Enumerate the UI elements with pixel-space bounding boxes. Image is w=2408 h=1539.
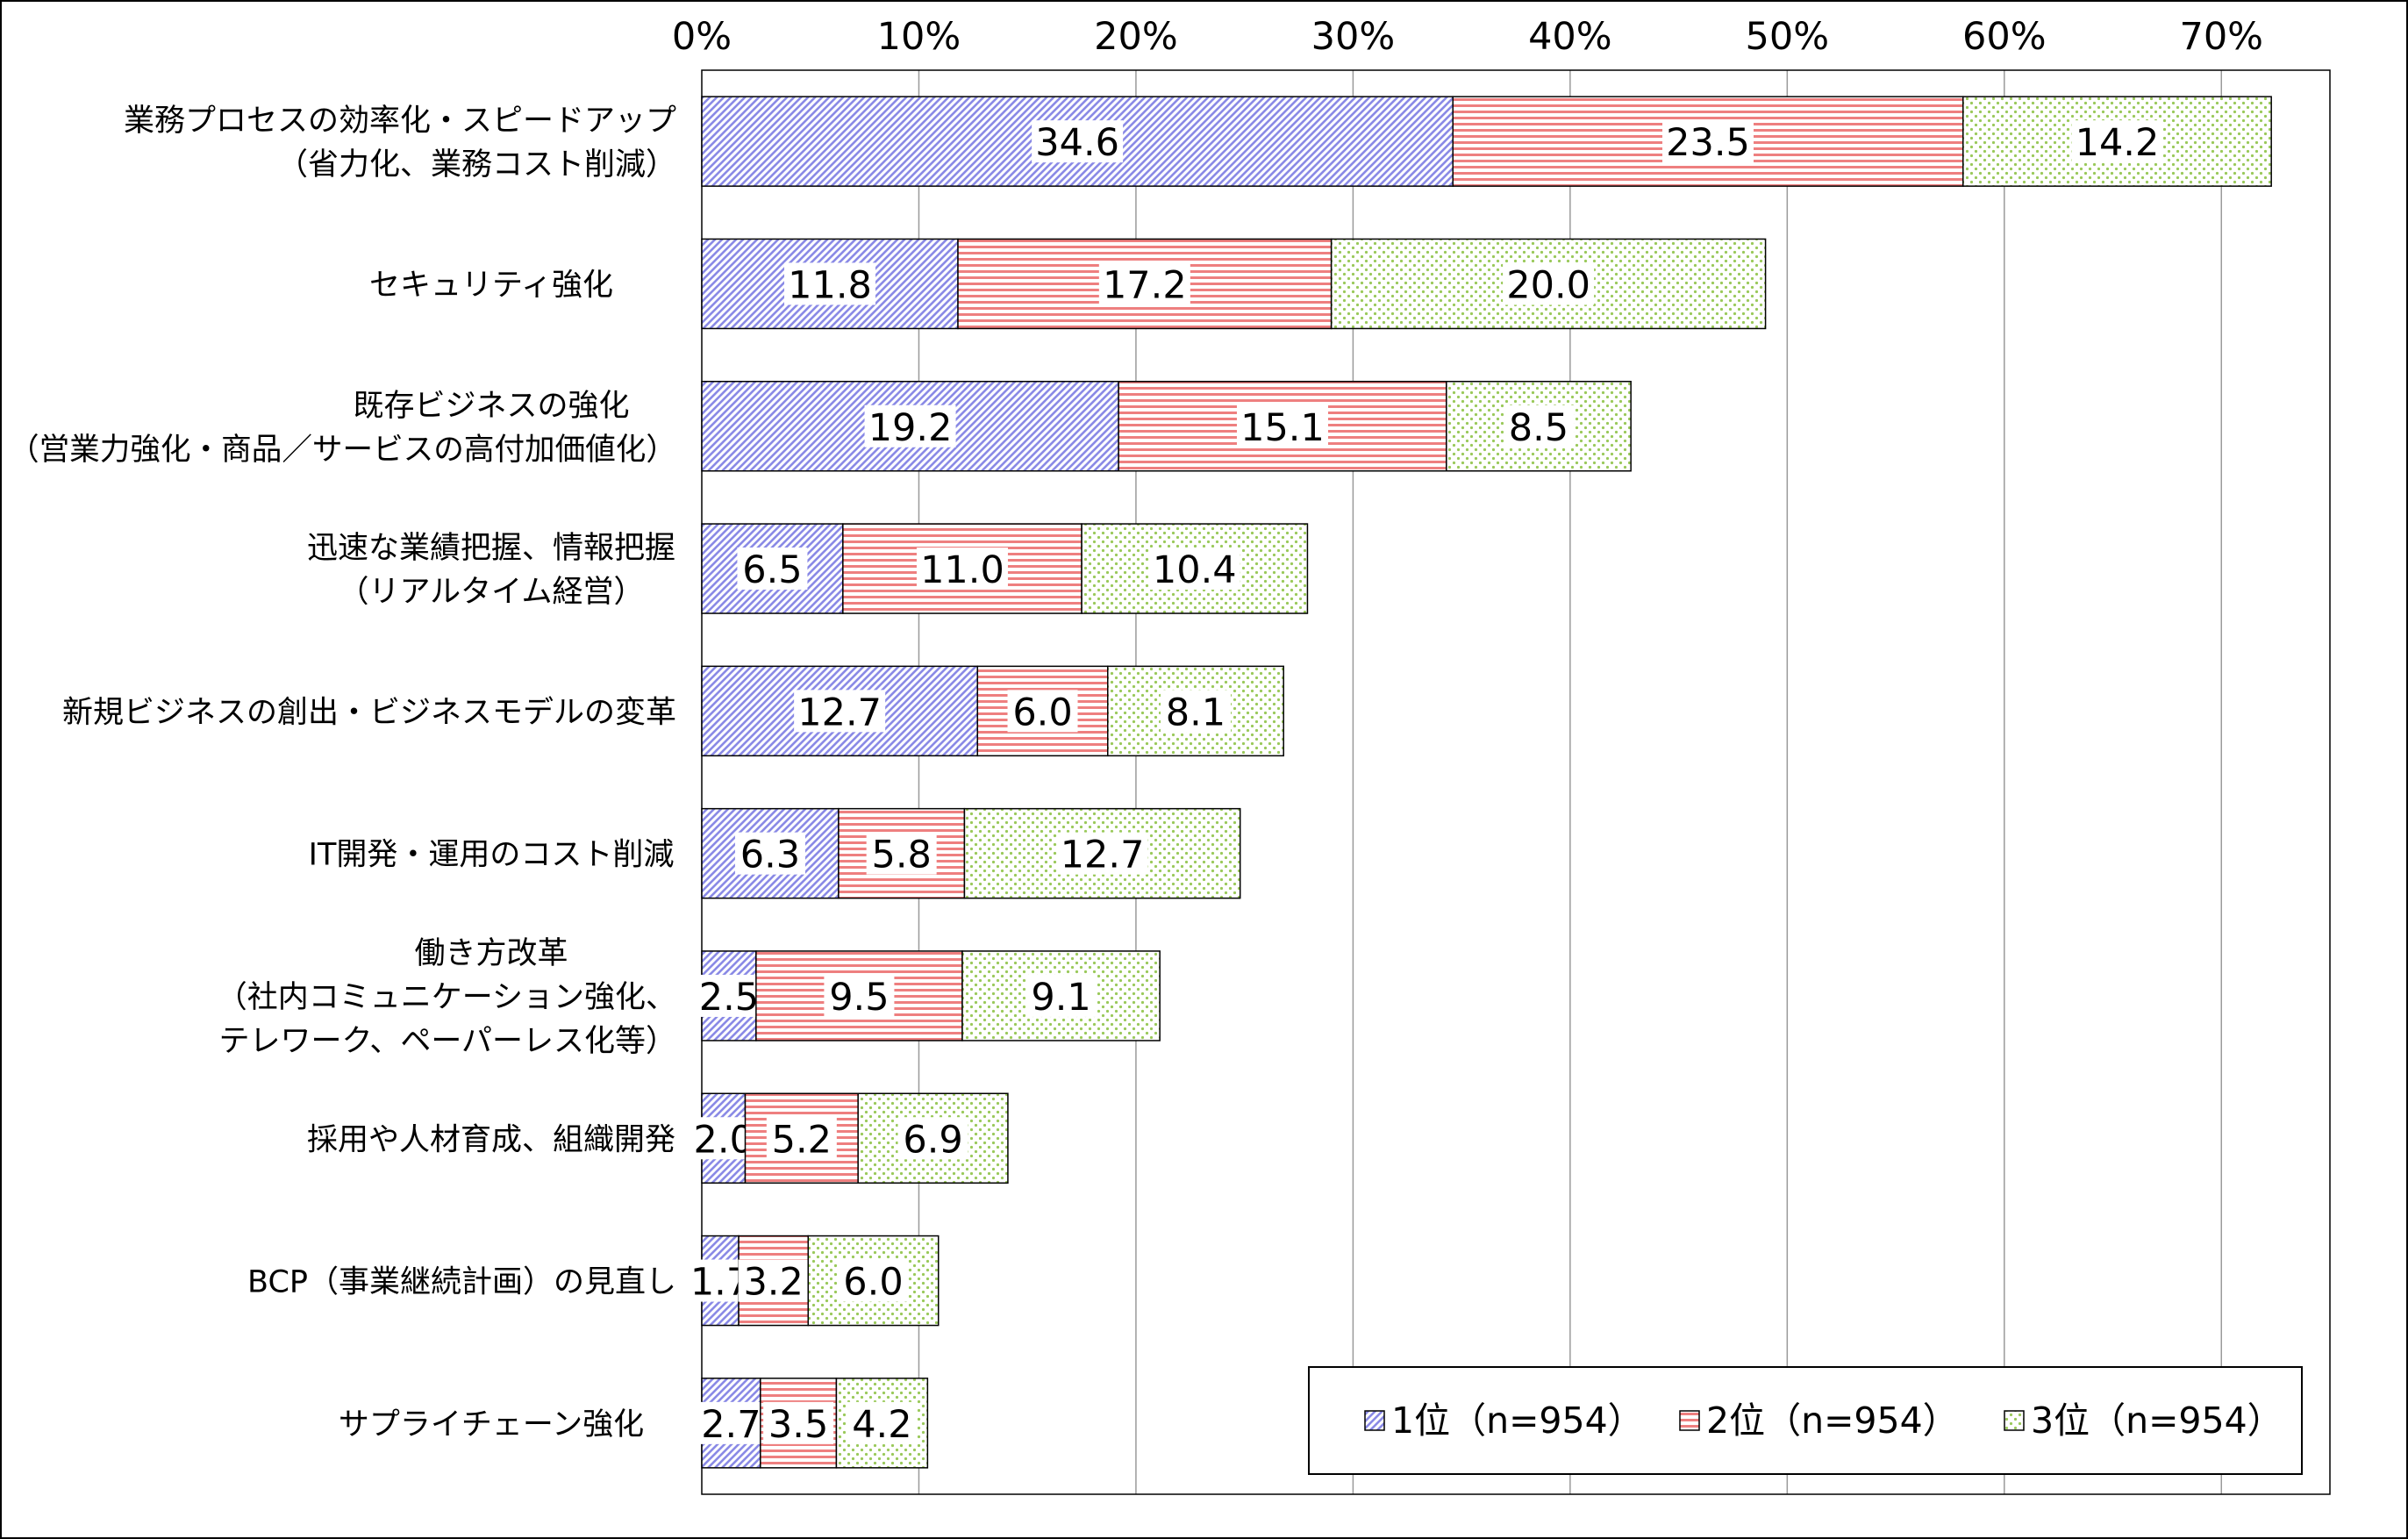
data-label: 23.5 [1666, 121, 1750, 165]
category-label: （省力化、業務コスト削減） [277, 147, 676, 183]
category-label: 業務プロセスの効率化・スピードアップ [124, 104, 676, 139]
data-label: 11.0 [920, 548, 1004, 592]
data-label-bg [738, 1259, 809, 1302]
x-tick-label: 0% [672, 15, 732, 59]
legend-label-2: 2位（n=954） [1706, 1399, 1959, 1442]
legend-label-3: 3位（n=954） [2031, 1399, 2283, 1442]
data-label: 12.7 [1061, 834, 1145, 877]
data-label-bg [1007, 690, 1078, 733]
data-label: 6.3 [740, 834, 800, 877]
data-label: 9.5 [829, 976, 889, 1020]
data-label-bg [734, 832, 805, 875]
legend [1308, 1366, 2303, 1475]
data-label: 6.9 [903, 1118, 962, 1162]
category-label: 迅速な業績把握、情報把握 [307, 531, 675, 566]
data-label: 12.7 [797, 691, 882, 734]
data-label: 10.4 [1153, 548, 1237, 592]
data-label: 11.8 [788, 263, 872, 307]
data-label-bg [1236, 404, 1328, 447]
category-label: （社内コミュニケーション強化、 [217, 980, 676, 1015]
data-label-bg [824, 974, 895, 1017]
data-label-bg [1662, 120, 1754, 163]
category-label: 既存ビジネスの強化 [353, 389, 629, 424]
data-label-bg [1025, 974, 1097, 1017]
x-tick-label: 60% [1962, 15, 2047, 59]
data-label-bg [897, 1117, 968, 1160]
plot-area [701, 69, 2331, 1495]
data-label-bg [794, 690, 886, 733]
data-label: 9.1 [1031, 976, 1090, 1020]
category-label: BCP（事業継続計画）の見直し [247, 1265, 676, 1300]
data-label: 6.0 [1012, 691, 1072, 734]
legend-swatch-1 [1364, 1410, 1385, 1431]
x-tick-label: 50% [1746, 15, 1830, 59]
category-label: セキュリティ強化 [369, 268, 613, 303]
data-label-bg [2071, 120, 2163, 163]
data-label: 3.2 [743, 1261, 803, 1305]
category-label: サプライチェーン強化 [339, 1407, 644, 1442]
data-label-bg [1160, 690, 1231, 733]
data-label: 8.1 [1166, 691, 1225, 734]
data-label-bg [1098, 262, 1190, 305]
x-tick-label: 20% [1094, 15, 1178, 59]
legend-label-1: 1位（n=954） [1391, 1399, 1644, 1442]
data-label-bg [866, 832, 937, 875]
x-tick-label: 70% [2179, 15, 2263, 59]
data-label-bg [737, 548, 808, 591]
data-label: 2.0 [694, 1118, 754, 1162]
category-label: （営業力強化・商品／サービスの高付加価値化） [9, 433, 676, 468]
category-label: テレワーク、ペーパーレス化等） [218, 1024, 676, 1059]
data-label: 6.0 [843, 1261, 903, 1305]
data-label-bg [784, 262, 876, 305]
data-label: 5.8 [871, 834, 931, 877]
data-label-bg [1503, 404, 1574, 447]
category-label: 採用や人材育成、組織開発 [307, 1122, 675, 1157]
data-label: 2.5 [699, 976, 759, 1020]
data-label: 19.2 [868, 406, 953, 450]
data-label: 8.5 [1509, 406, 1568, 450]
x-tick-label: 10% [877, 15, 961, 59]
data-label-bg [693, 974, 764, 1017]
data-label-bg [1503, 262, 1595, 305]
data-label-bg [766, 1117, 837, 1160]
data-label: 3.5 [768, 1403, 828, 1447]
x-tick-label: 30% [1311, 15, 1396, 59]
data-label: 34.6 [1035, 121, 1119, 165]
data-label: 4.2 [852, 1403, 911, 1447]
data-label-bg [1032, 120, 1124, 163]
legend-swatch-3 [2004, 1410, 2025, 1431]
data-label-bg [696, 1401, 767, 1444]
x-tick-label: 40% [1528, 15, 1612, 59]
data-label-bg [763, 1401, 834, 1444]
category-label: （リアルタイム経営） [339, 575, 645, 610]
data-label-bg [864, 404, 956, 447]
data-label-bg [1148, 548, 1240, 591]
bar-segment-3 [857, 1092, 1009, 1184]
data-label-bg [916, 548, 1008, 591]
data-label: 17.2 [1103, 263, 1187, 307]
data-label-bg [847, 1401, 918, 1444]
category-label: 新規ビジネスの創出・ビジネスモデルの変革 [62, 695, 676, 730]
category-label: IT開発・運用のコスト削減 [309, 838, 675, 873]
data-label: 14.2 [2076, 121, 2160, 165]
data-label: 6.5 [742, 548, 802, 592]
data-label-bg [838, 1259, 909, 1302]
data-label: 2.7 [701, 1403, 761, 1447]
data-label: 20.0 [1506, 263, 1590, 307]
legend-swatch-2 [1679, 1410, 1700, 1431]
data-label: 5.2 [772, 1118, 832, 1162]
data-label-bg [1056, 832, 1148, 875]
data-label: 15.1 [1240, 406, 1325, 450]
category-label: 働き方改革 [414, 936, 568, 971]
